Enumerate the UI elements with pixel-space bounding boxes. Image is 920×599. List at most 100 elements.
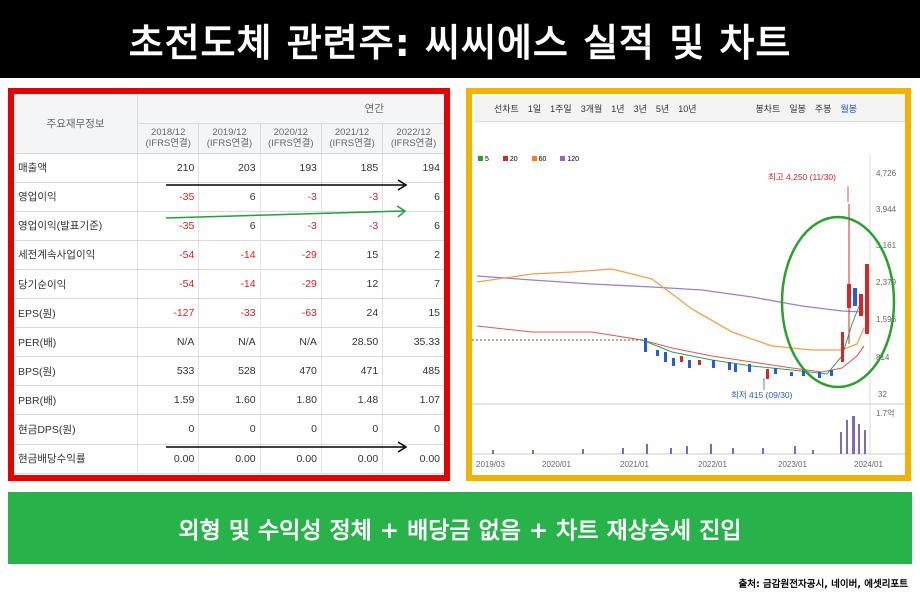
toolbar-5y[interactable]: 5년 [655, 104, 670, 114]
toolbar-1y[interactable]: 1년 [611, 104, 625, 114]
column-year: 2021/12 [334, 127, 370, 139]
row-label: 매출액 [14, 153, 138, 183]
table-cell: 24 [320, 298, 383, 329]
table-cell: 470 [259, 356, 322, 387]
table-cell: -3 [320, 182, 383, 212]
table-cell: 0 [320, 414, 383, 445]
table-cell: -127 [137, 298, 199, 329]
y-tick-5: 814 [876, 353, 890, 362]
column-header-1: 2019/12 (IFRS연결) [198, 123, 261, 154]
volume-label: 1.7억 [876, 408, 894, 418]
table-cell: -3 [320, 211, 383, 241]
toolbar-monthly[interactable]: 월봉 [840, 104, 858, 114]
stock-chart: 4,726 3,944 3,161 2,379 1,596 814 32 1.7… [472, 154, 905, 469]
table-cell: 533 [137, 356, 199, 387]
y-tick-6: 32 [878, 390, 887, 399]
table-cell: 15 [320, 240, 383, 270]
table-cell: 0 [198, 414, 261, 445]
column-sub: (IFRS연결) [329, 138, 375, 150]
y-tick-3: 2,379 [876, 278, 897, 287]
table-row: 세전계속사업이익 -54 -14 -29 15 2 [14, 240, 444, 270]
y-tick-1: 3,944 [876, 205, 897, 214]
table-cell: 6 [198, 182, 261, 212]
table-cell: 6 [382, 211, 444, 241]
toolbar-line-chart[interactable]: 선차트 [494, 104, 519, 114]
toolbar-1d[interactable]: 1일 [527, 104, 542, 114]
table-cell: 185 [320, 153, 383, 183]
toolbar-3y[interactable]: 3년 [633, 104, 647, 114]
table-cell: 203 [198, 153, 261, 183]
low-label: 최저 415 (09/30) [731, 390, 793, 400]
table-cell: 528 [198, 356, 261, 387]
toolbar-candle-chart[interactable]: 봉차트 [755, 104, 781, 114]
row-label: 영업이익(발표기준) [14, 211, 138, 241]
legend-ma60: 60 [531, 156, 553, 163]
volume-bars [492, 416, 866, 454]
table-cell: 15 [382, 298, 444, 329]
table-cell: 1.59 [137, 385, 199, 416]
row-label: 영업이익 [14, 182, 138, 212]
ma60-line [476, 268, 865, 351]
ma-legend: 5 20 60 120 [478, 156, 591, 163]
table-cell: 485 [382, 356, 444, 387]
table-cell: 35.33 [382, 327, 444, 358]
candles [644, 204, 869, 379]
column-sub: (IFRS연결) [268, 138, 314, 150]
table-cell: 1.48 [320, 385, 383, 416]
toolbar-daily[interactable]: 일봉 [789, 104, 806, 114]
table-row: 영업이익(발표기준) -35 6 -3 -3 6 [14, 211, 444, 241]
table-row: 현금배당수익률 0.00 0.00 0.00 0.00 0.00 [14, 444, 444, 474]
ma20-line [476, 325, 865, 373]
legend-ma120: 120 [560, 156, 585, 163]
row-label: PER(배) [14, 327, 138, 358]
row-label: PBR(배) [14, 385, 138, 416]
table-cell: 28.50 [320, 327, 383, 358]
table-cell: 471 [320, 356, 383, 387]
table-cell: N/A [259, 327, 322, 358]
column-year: 2018/12 [151, 127, 186, 139]
table-cell: N/A [137, 327, 199, 358]
high-label: 최고 4,250 (11/30) [768, 172, 836, 182]
table-row: 영업이익 -35 6 -3 -3 6 [14, 182, 444, 212]
y-tick-0: 4,726 [876, 169, 897, 178]
row-label: EPS(원) [14, 298, 138, 329]
column-year: 2019/12 [212, 127, 247, 139]
table-row: 매출액 210 203 193 185 194 [14, 153, 444, 183]
x-tick-0: 2019/03 [476, 460, 505, 469]
table-cell: -3 [259, 211, 322, 241]
table-cell: -54 [137, 269, 199, 300]
source-note: 출처: 금감원전자공시, 네이버, 에셋리포트 [738, 579, 908, 590]
table-row: PBR(배) 1.59 1.60 1.80 1.48 1.07 [14, 385, 444, 416]
table-cell: 0.00 [198, 444, 261, 474]
x-tick-2: 2021/01 [620, 460, 649, 469]
table-row: 당기순이익 -54 -14 -29 12 7 [14, 269, 444, 300]
table-cell: -35 [137, 211, 199, 241]
summary-text: 외형 및 수익성 정체 + 배당금 없음 + 차트 재상승세 진입 [178, 518, 742, 544]
toolbar-3m[interactable]: 3개월 [580, 104, 603, 114]
column-header-4: 2022/12 (IFRS연결) [382, 123, 444, 154]
table-cell: 193 [259, 153, 322, 183]
title-bar: 초전도체 관련주: 씨씨에스 실적 및 차트 [0, 0, 920, 78]
toolbar-weekly[interactable]: 주봉 [814, 104, 832, 114]
ma120-line [476, 275, 865, 313]
row-label: 현금DPS(원) [14, 414, 138, 445]
financial-table: 주요재무정보 연간 2018/12 (IFRS연결) 2019/12 (IFRS연결)… [14, 94, 444, 474]
table-cell: -29 [259, 269, 322, 300]
table-cell: 1.80 [259, 385, 322, 416]
row-label: 세전계속사업이익 [14, 240, 138, 270]
table-row: BPS(원) 533 528 470 471 485 [14, 356, 444, 387]
table-header-label: 주요재무정보 [14, 94, 138, 154]
toolbar-10y[interactable]: 10년 [678, 104, 697, 114]
row-label: BPS(원) [14, 356, 138, 387]
chart-toolbar: 선차트 1일 1주일 3개월 1년 3년 5년 10년 봉차트 일봉 주봉 월봉 [474, 96, 905, 122]
table-cell: 0 [259, 414, 322, 445]
y-tick-2: 3,161 [876, 241, 897, 250]
table-cell: 0.00 [320, 444, 383, 474]
column-header-0: 2018/12 (IFRS연결) [137, 123, 199, 154]
table-cell: -63 [259, 298, 322, 329]
table-row: 현금DPS(원) 0 0 0 0 0 [14, 414, 444, 445]
table-cell: 12 [320, 269, 383, 300]
toolbar-1w[interactable]: 1주일 [550, 104, 572, 114]
revenue-arrow [166, 179, 408, 191]
column-sub: (IFRS연결) [145, 138, 191, 150]
